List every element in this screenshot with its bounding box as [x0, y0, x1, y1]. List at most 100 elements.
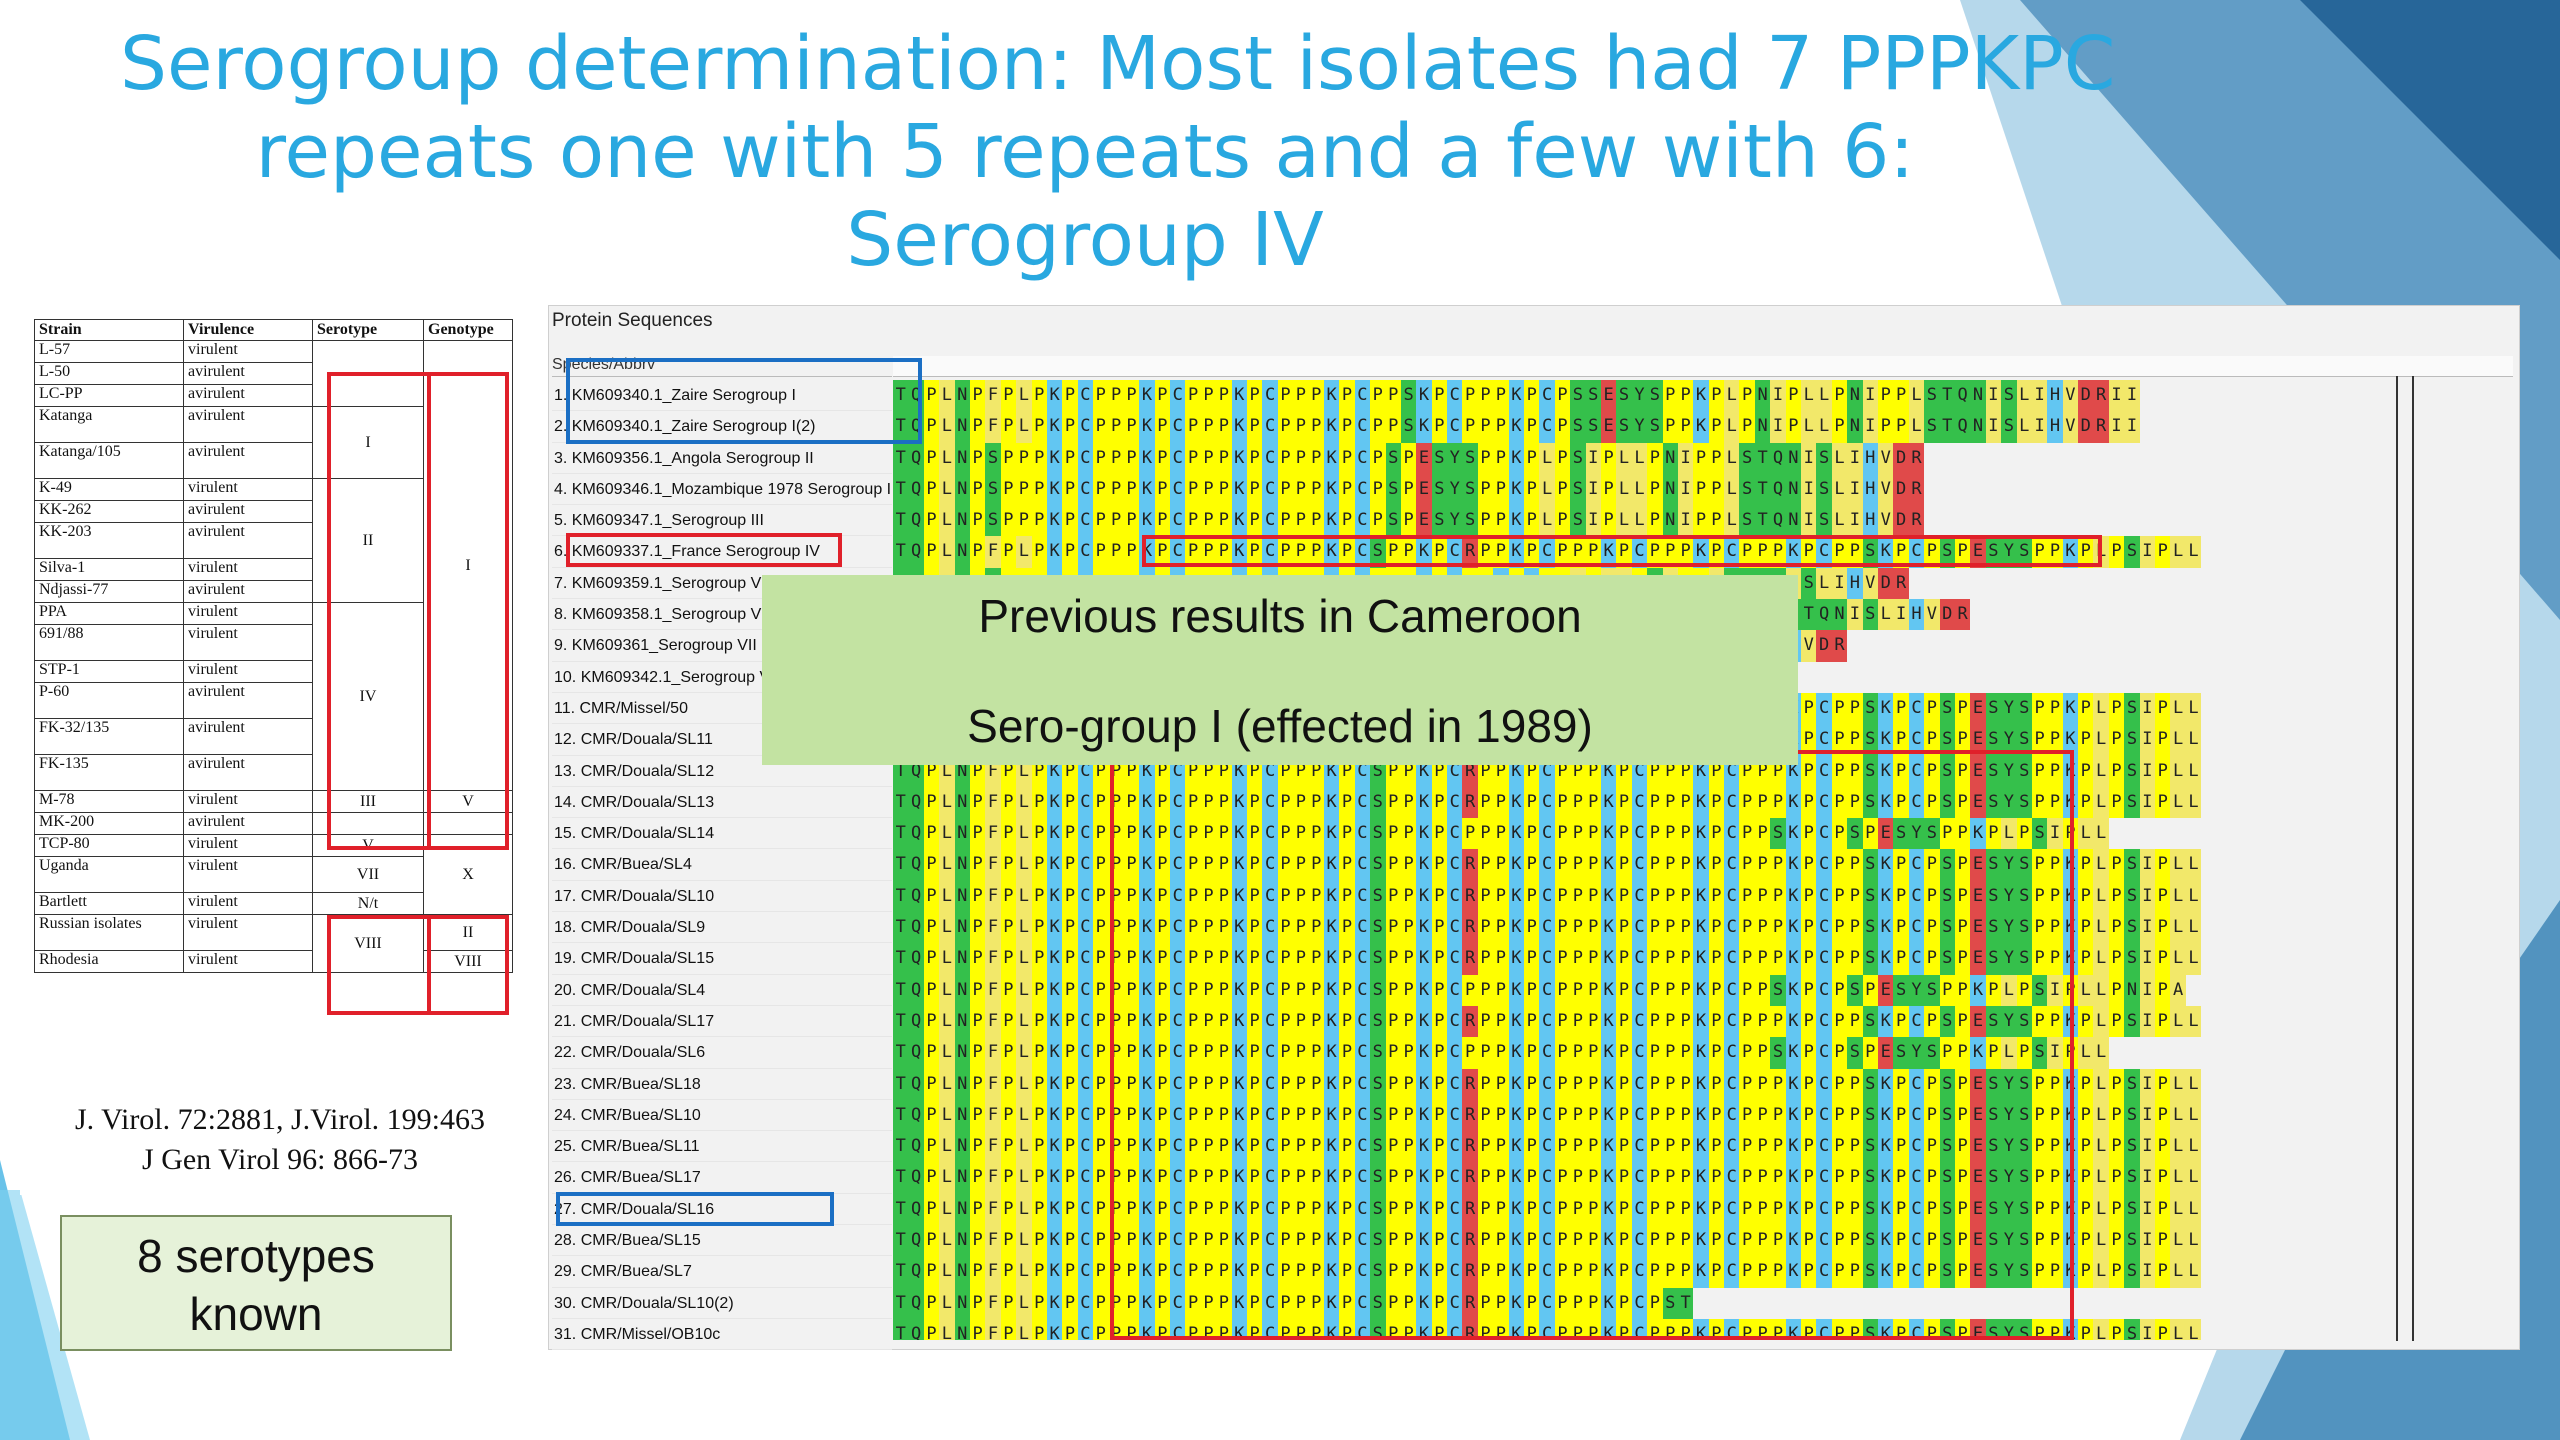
residue: P	[1708, 974, 1725, 1006]
residue: Q	[908, 1256, 924, 1288]
sequence-name[interactable]: 5. KM609347.1_Serogroup III	[552, 505, 892, 537]
residue: C	[1539, 1099, 1555, 1132]
residue: C	[1724, 849, 1740, 881]
residue: P	[1677, 943, 1694, 975]
strain-virulence: avirulent	[183, 442, 313, 479]
residue: L	[1801, 411, 1817, 443]
residue: S	[1847, 818, 1863, 850]
sequence-name[interactable]: 26. CMR/Buea/SL17	[552, 1162, 892, 1194]
residue: P	[1739, 786, 1755, 819]
residue: P	[1739, 1225, 1755, 1257]
residue: P	[1785, 380, 1802, 412]
residue: P	[1893, 1005, 1909, 1038]
residue: K	[1693, 786, 1709, 819]
residue: K	[1693, 1037, 1709, 1069]
residue: Q	[908, 912, 924, 944]
sequence-name[interactable]: 31. CMR/Missel/OB10c	[552, 1319, 892, 1351]
residue: P	[1477, 1162, 1494, 1194]
residue: P	[2047, 786, 2063, 819]
residue: P	[1062, 1193, 1078, 1226]
sequence-name[interactable]: 7. KM609359.1_Serogroup V	[552, 568, 892, 600]
residue: P	[1293, 786, 1309, 819]
residue: P	[1000, 380, 1017, 412]
residue: P	[1708, 1005, 1725, 1038]
sequence-name[interactable]: 28. CMR/Buea/SL15	[552, 1225, 892, 1257]
residue: C	[1631, 1287, 1648, 1319]
sequence-name[interactable]: 15. CMR/Douala/SL14	[552, 818, 892, 850]
residue: I	[1847, 473, 1863, 506]
residue: P	[1524, 786, 1540, 819]
residue: C	[1908, 786, 1925, 819]
residue: P	[1693, 505, 1709, 537]
residue: P	[1662, 943, 1678, 975]
sequence-name[interactable]: 20. CMR/Douala/SL4	[552, 975, 892, 1006]
sequence-name[interactable]: 22. CMR/Douala/SL6	[552, 1037, 892, 1069]
residue: C	[1077, 411, 1094, 443]
sequence-name[interactable]: 9. KM609361_Serogroup VII	[552, 630, 892, 662]
sequence-name[interactable]: 14. CMR/Douala/SL13	[552, 787, 892, 819]
sequence-name[interactable]: 10. KM609342.1_Serogroup VIII	[552, 662, 892, 693]
residue: I	[2139, 1068, 2156, 1100]
residue: C	[1262, 1131, 1278, 1163]
residue: L	[1831, 473, 1848, 506]
residue: K	[1600, 1037, 1617, 1069]
sequence-name[interactable]: 25. CMR/Buea/SL11	[552, 1131, 892, 1163]
sequence-name[interactable]: 1. KM609340.1_Zaire Serogroup I	[552, 380, 892, 412]
residue: Y	[2001, 755, 2017, 787]
residue: L	[1016, 1005, 1032, 1038]
sequence-name[interactable]: 3. KM609356.1_Angola Serogroup II	[552, 443, 892, 474]
residue: Y	[2001, 1005, 2017, 1038]
sequence-name[interactable]: 30. CMR/Douala/SL10(2)	[552, 1288, 892, 1319]
sequence-name[interactable]: 6. KM609337.1_France Serogroup IV	[552, 536, 892, 568]
sequence-name[interactable]: 19. CMR/Douala/SL15	[552, 943, 892, 975]
sequence-name[interactable]: 18. CMR/Douala/SL9	[552, 912, 892, 944]
residue: P	[1400, 1131, 1417, 1163]
sequence-name[interactable]: 21. CMR/Douala/SL17	[552, 1006, 892, 1038]
strain-row: Uganda virulent VII	[34, 856, 513, 893]
residue: K	[1416, 411, 1432, 443]
residue: F	[985, 536, 1001, 568]
sequence-name[interactable]: 8. KM609358.1_Serogroup VI	[552, 599, 892, 631]
residue: K	[1600, 786, 1617, 819]
sequence-name[interactable]: 11. CMR/Missel/50	[552, 693, 892, 725]
residue: R	[1462, 536, 1478, 568]
sequence-name[interactable]: 29. CMR/Buea/SL7	[552, 1256, 892, 1288]
residue: P	[923, 818, 940, 850]
residue: C	[1631, 536, 1648, 568]
residue: C	[1077, 1225, 1094, 1257]
residue: C	[1077, 1037, 1094, 1069]
residue: E	[1970, 1131, 1986, 1163]
sequence-name[interactable]: 16. CMR/Buea/SL4	[552, 849, 892, 881]
residue: P	[1093, 912, 1109, 944]
sequence-name[interactable]: 4. KM609346.1_Mozambique 1978 Serogroup …	[552, 474, 892, 506]
residue: C	[1908, 1131, 1925, 1163]
sequence-name[interactable]: 12. CMR/Douala/SL11	[552, 724, 892, 756]
residue: P	[1477, 1068, 1494, 1100]
residue: C	[1539, 818, 1555, 850]
residue: C	[1262, 818, 1278, 850]
residue: P	[1924, 786, 1940, 819]
residue: P	[1801, 1193, 1817, 1226]
residue: L	[1016, 786, 1032, 819]
residue: P	[1708, 943, 1725, 975]
residue: P	[1662, 974, 1678, 1006]
residue: P	[1200, 818, 1217, 850]
sequence-name[interactable]: 13. CMR/Douala/SL12	[552, 756, 892, 787]
residue: C	[1631, 880, 1648, 913]
sequence-name[interactable]: 24. CMR/Buea/SL10	[552, 1100, 892, 1132]
residue: Q	[1954, 380, 1971, 412]
residue: P	[1154, 1287, 1171, 1319]
residue: F	[985, 943, 1001, 975]
residue: T	[1939, 411, 1955, 443]
sequence-name[interactable]: 17. CMR/Douala/SL10	[552, 881, 892, 913]
sequence-name[interactable]: 23. CMR/Buea/SL18	[552, 1069, 892, 1100]
residue: R	[1462, 849, 1478, 881]
residue: P	[1585, 912, 1601, 944]
residue: P	[1739, 1318, 1755, 1340]
residue: P	[1801, 818, 1817, 850]
residue: P	[2155, 880, 2171, 913]
residue: P	[1801, 786, 1817, 819]
residue: C	[1077, 505, 1094, 537]
residue: P	[1801, 912, 1817, 944]
